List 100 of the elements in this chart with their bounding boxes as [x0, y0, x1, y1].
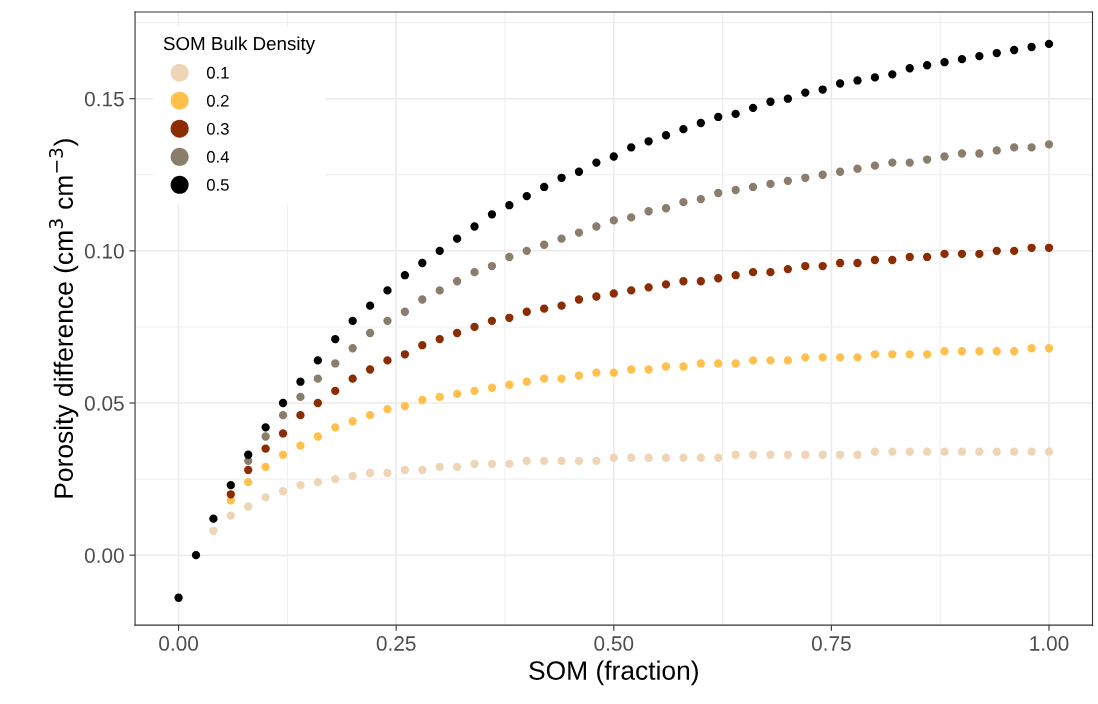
point [748, 450, 758, 459]
point [592, 368, 601, 377]
point [522, 246, 531, 256]
point [801, 88, 810, 97]
point [922, 252, 932, 262]
point [278, 487, 288, 496]
point [435, 286, 444, 295]
point [1044, 243, 1054, 252]
point [940, 58, 949, 67]
point [957, 347, 967, 356]
y-tick-label: 0.05 [84, 396, 124, 411]
point [627, 286, 636, 295]
point [905, 158, 914, 167]
point [888, 255, 897, 265]
point [731, 271, 740, 280]
point [748, 103, 758, 112]
point [313, 374, 323, 383]
point [505, 459, 514, 469]
point [801, 450, 810, 459]
point [1044, 140, 1054, 149]
point [261, 432, 270, 441]
point [557, 301, 566, 310]
point [1027, 42, 1036, 52]
point [1027, 143, 1036, 152]
point [331, 334, 340, 344]
point [644, 453, 653, 462]
point [888, 447, 897, 456]
point [644, 137, 653, 146]
point [261, 493, 270, 502]
point [331, 386, 340, 395]
legend-label: 0.2 [206, 94, 229, 107]
point [331, 359, 340, 368]
point [348, 417, 357, 426]
point [348, 374, 357, 383]
legend-label: 0.1 [206, 66, 229, 79]
point [592, 456, 601, 465]
legend-label: 0.4 [206, 150, 229, 163]
point [383, 286, 392, 295]
point [609, 289, 618, 298]
point [348, 316, 357, 326]
point [940, 447, 949, 456]
point [679, 277, 688, 286]
point [209, 514, 218, 523]
point [574, 228, 584, 237]
point [922, 350, 932, 359]
point [418, 258, 427, 268]
point [365, 328, 375, 338]
point [853, 353, 862, 362]
point [400, 271, 410, 280]
point [783, 94, 793, 103]
point [1044, 344, 1054, 353]
point [1027, 344, 1036, 353]
point [957, 249, 967, 259]
point [470, 459, 479, 469]
point [766, 356, 775, 365]
point [870, 255, 880, 265]
point [278, 429, 288, 438]
point [313, 477, 323, 487]
point [435, 334, 444, 344]
point [1044, 447, 1054, 456]
point [313, 398, 323, 408]
point [539, 304, 549, 313]
point [261, 423, 270, 432]
point [452, 328, 462, 338]
point [748, 267, 758, 277]
point [487, 210, 497, 219]
point [313, 356, 323, 365]
y-tick-label: 0.10 [84, 243, 124, 259]
point [627, 365, 636, 374]
point [1010, 143, 1019, 152]
point [922, 61, 932, 70]
point [905, 447, 914, 456]
point [539, 456, 549, 465]
point [244, 450, 253, 459]
point [539, 374, 549, 383]
point [661, 453, 671, 462]
point [853, 258, 862, 268]
point [383, 316, 392, 326]
point [296, 481, 305, 490]
point [261, 462, 270, 472]
point [1027, 447, 1036, 456]
point [278, 411, 288, 420]
point [487, 383, 497, 392]
point [835, 167, 845, 176]
point [574, 456, 584, 465]
point [766, 179, 775, 189]
point [418, 395, 427, 405]
point [383, 356, 392, 365]
point [609, 152, 618, 161]
x-tick-label: 0.00 [159, 636, 199, 651]
legend-label: 0.3 [206, 122, 229, 135]
y-axis-title: Porosity difference (cm$^{3}$ cm$^{−3}$) [48, 139, 79, 498]
point [296, 411, 305, 420]
point [522, 456, 531, 465]
point [835, 79, 845, 88]
legend-title: SOM Bulk Density [163, 36, 316, 54]
x-axis-title: SOM (fraction) [529, 660, 698, 686]
point [957, 54, 967, 64]
point [644, 283, 653, 292]
point [435, 462, 444, 472]
